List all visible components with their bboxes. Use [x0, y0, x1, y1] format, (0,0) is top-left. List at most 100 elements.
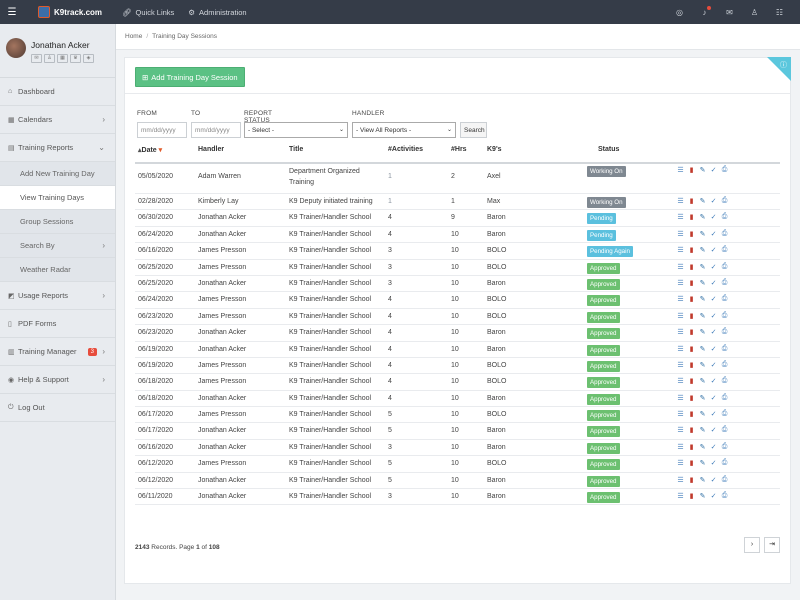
print-icon[interactable]: ⎙	[721, 328, 728, 336]
list-icon[interactable]: ☰	[677, 230, 684, 238]
delete-icon[interactable]: ▮	[689, 329, 694, 337]
print-icon[interactable]: ⎙	[721, 475, 728, 483]
print-icon[interactable]: ⎙	[721, 278, 728, 286]
edit-icon[interactable]: ✎	[699, 443, 706, 451]
print-icon[interactable]: ⎙	[721, 295, 728, 303]
table-row[interactable]: 06/25/2020 James Presson K9 Trainer/Handle…	[135, 260, 780, 276]
delete-icon[interactable]: ▮	[689, 427, 694, 435]
check-icon[interactable]: ✓	[710, 312, 717, 320]
delete-icon[interactable]: ▮	[689, 247, 694, 255]
globe-icon[interactable]: ◎	[676, 7, 683, 17]
administration-link[interactable]: ⚙ Administration	[188, 8, 246, 17]
delete-icon[interactable]: ▮	[689, 378, 694, 386]
check-icon[interactable]: ✓	[710, 411, 717, 419]
report-status-select[interactable]: - Select - ⌄	[244, 122, 348, 138]
list-icon[interactable]: ☰	[677, 214, 684, 222]
print-icon[interactable]: ⎙	[721, 166, 728, 173]
print-icon[interactable]: ⎙	[721, 262, 728, 270]
to-date-input[interactable]: mm/dd/yyyy	[191, 122, 241, 138]
list-icon[interactable]: ☰	[677, 345, 684, 353]
mail-icon[interactable]: ✉	[726, 7, 733, 17]
edit-icon[interactable]: ✎	[699, 460, 706, 468]
edit-icon[interactable]: ✎	[699, 214, 706, 222]
list-icon[interactable]: ☰	[677, 411, 684, 419]
avatar[interactable]	[6, 38, 26, 58]
check-icon[interactable]: ✓	[710, 230, 717, 238]
sidebar-item-weather-radar[interactable]: Weather Radar	[0, 258, 115, 282]
print-icon[interactable]: ⎙	[721, 344, 728, 352]
from-date-input[interactable]: mm/dd/yyyy	[137, 122, 187, 138]
delete-icon[interactable]: ▮	[689, 460, 694, 468]
next-page-button[interactable]: ›	[744, 537, 760, 553]
check-icon[interactable]: ✓	[710, 247, 717, 255]
table-row[interactable]: 06/30/2020 Jonathan Acker K9 Trainer/Handl…	[135, 210, 780, 227]
edit-icon[interactable]: ✎	[699, 167, 706, 174]
list-icon[interactable]: ☰	[677, 427, 684, 435]
table-row[interactable]: 06/23/2020 Jonathan Acker K9 Trainer/Handl…	[135, 325, 780, 342]
table-row[interactable]: 06/18/2020 James Presson K9 Trainer/Handle…	[135, 374, 780, 391]
edit-icon[interactable]: ✎	[699, 279, 706, 287]
last-page-button[interactable]: ⇥	[764, 537, 780, 553]
edit-icon[interactable]: ✎	[699, 476, 706, 484]
edit-icon[interactable]: ✎	[699, 198, 706, 205]
delete-icon[interactable]: ▮	[689, 493, 694, 501]
table-row[interactable]: 06/11/2020 Jonathan Acker K9 Trainer/Handl…	[135, 489, 780, 506]
sidebar-item-pdf-forms[interactable]: ▯ PDF Forms	[0, 310, 115, 338]
table-row[interactable]: 06/25/2020 Jonathan Acker K9 Trainer/Handl…	[135, 276, 780, 293]
check-icon[interactable]: ✓	[710, 167, 717, 174]
column-header-date[interactable]: ▴Date ▾	[138, 146, 162, 154]
search-button[interactable]: Search	[460, 122, 487, 138]
print-icon[interactable]: ⎙	[721, 213, 728, 221]
table-row[interactable]: 06/24/2020 James Presson K9 Trainer/Handle…	[135, 292, 780, 309]
table-row[interactable]: 06/16/2020 James Presson K9 Trainer/Handle…	[135, 243, 780, 260]
sidebar-item-add-new-training-day[interactable]: Add New Training Day	[0, 162, 115, 186]
print-icon[interactable]: ⎙	[721, 393, 728, 401]
list-icon[interactable]: ☰	[677, 198, 684, 205]
table-row[interactable]: 06/16/2020 Jonathan Acker K9 Trainer/Handl…	[135, 440, 780, 457]
delete-icon[interactable]: ▮	[689, 279, 694, 287]
print-icon[interactable]: ⎙	[721, 459, 728, 467]
list-icon[interactable]: ☰	[677, 279, 684, 287]
edit-icon[interactable]: ✎	[699, 296, 706, 304]
list-icon[interactable]: ☰	[677, 460, 684, 468]
edit-icon[interactable]: ✎	[699, 230, 706, 238]
sidebar-item-calendars[interactable]: ▦ Calendars ›	[0, 106, 115, 134]
table-row[interactable]: 06/19/2020 Jonathan Acker K9 Trainer/Handl…	[135, 342, 780, 358]
sliders-icon[interactable]: ☷	[775, 7, 784, 17]
calendar-icon[interactable]: ▦	[57, 54, 68, 63]
edit-icon[interactable]: ✎	[699, 378, 706, 386]
list-icon[interactable]: ☰	[677, 394, 684, 402]
table-row[interactable]: 02/28/2020 Kimberly Lay K9 Deputy initiate…	[135, 194, 780, 211]
user-icon[interactable]: ♙	[44, 54, 55, 63]
edit-icon[interactable]: ✎	[699, 247, 706, 255]
check-icon[interactable]: ✓	[710, 198, 717, 205]
edit-icon[interactable]: ✎	[699, 394, 706, 402]
edit-icon[interactable]: ✎	[699, 361, 706, 369]
print-icon[interactable]: ⎙	[721, 377, 728, 385]
hamburger-icon[interactable]: ☰	[7, 6, 17, 18]
sidebar-item-usage-reports[interactable]: ◩ Usage Reports ›	[0, 282, 115, 310]
check-icon[interactable]: ✓	[710, 476, 717, 484]
list-icon[interactable]: ☰	[677, 167, 684, 174]
table-row[interactable]: 06/17/2020 James Presson K9 Trainer/Handle…	[135, 407, 780, 424]
bell-icon[interactable]: ♪	[692, 5, 717, 17]
help-icon[interactable]: ⓘ	[780, 62, 787, 69]
table-row[interactable]: 06/24/2020 Jonathan Acker K9 Trainer/Handl…	[135, 227, 780, 244]
list-icon[interactable]: ☰	[677, 329, 684, 337]
table-row[interactable]: 06/12/2020 Jonathan Acker K9 Trainer/Handl…	[135, 473, 780, 490]
list-icon[interactable]: ☰	[677, 361, 684, 369]
trophy-icon[interactable]: ♛	[70, 54, 81, 63]
sidebar-item-view-training-days[interactable]: View Training Days	[0, 186, 115, 210]
check-icon[interactable]: ✓	[710, 345, 717, 353]
print-icon[interactable]: ⎙	[721, 426, 728, 434]
table-row[interactable]: 06/19/2020 James Presson K9 Trainer/Handle…	[135, 358, 780, 375]
list-icon[interactable]: ☰	[677, 247, 684, 255]
list-icon[interactable]: ☰	[677, 263, 684, 271]
print-icon[interactable]: ⎙	[721, 229, 728, 237]
delete-icon[interactable]: ▮	[689, 167, 694, 174]
edit-icon[interactable]: ✎	[699, 493, 706, 501]
delete-icon[interactable]: ▮	[689, 296, 694, 304]
mail-icon[interactable]: ✉	[31, 54, 42, 63]
edit-icon[interactable]: ✎	[699, 411, 706, 419]
sidebar-item-help-support[interactable]: ◉ Help & Support ›	[0, 366, 115, 394]
